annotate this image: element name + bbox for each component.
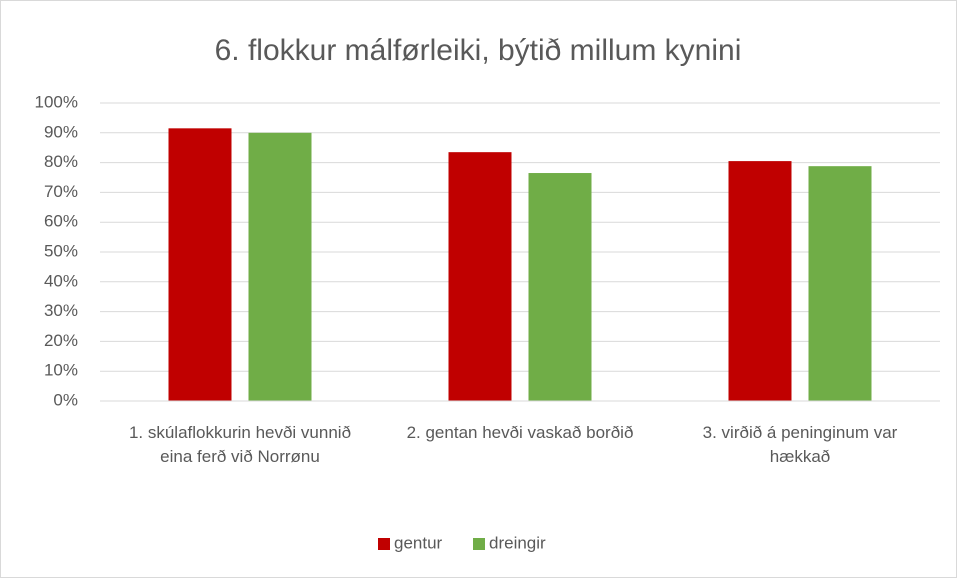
y-tick-label: 50% bbox=[44, 241, 78, 260]
y-tick-label: 60% bbox=[44, 212, 78, 231]
y-tick-label: 70% bbox=[44, 182, 78, 201]
chart-title: 6. flokkur málførleiki, býtið millum kyn… bbox=[215, 34, 742, 67]
x-tick-label: 2. gentan hevði vaskað borðið bbox=[406, 423, 634, 442]
y-tick-label: 0% bbox=[53, 390, 78, 409]
legend-swatch bbox=[473, 538, 485, 550]
legend-label: gentur bbox=[394, 533, 443, 552]
bar bbox=[808, 166, 872, 401]
legend-swatch bbox=[378, 538, 390, 550]
y-tick-label: 30% bbox=[44, 301, 78, 320]
y-tick-label: 20% bbox=[44, 331, 78, 350]
y-tick-label: 10% bbox=[44, 361, 78, 380]
bar bbox=[248, 132, 312, 402]
y-tick-label: 100% bbox=[35, 92, 78, 111]
y-tick-label: 90% bbox=[44, 122, 78, 141]
bar bbox=[528, 173, 592, 401]
y-tick-label: 80% bbox=[44, 152, 78, 171]
bar bbox=[728, 161, 792, 401]
bar bbox=[168, 128, 232, 401]
x-tick-label: 3. virðið á peninginum var hækkað bbox=[702, 423, 898, 466]
x-tick-label: 1. skúlaflokkurin hevði vunnið eina ferð… bbox=[128, 423, 352, 466]
bar bbox=[448, 152, 512, 401]
y-tick-label: 40% bbox=[44, 271, 78, 290]
legend-label: dreingir bbox=[489, 533, 546, 552]
